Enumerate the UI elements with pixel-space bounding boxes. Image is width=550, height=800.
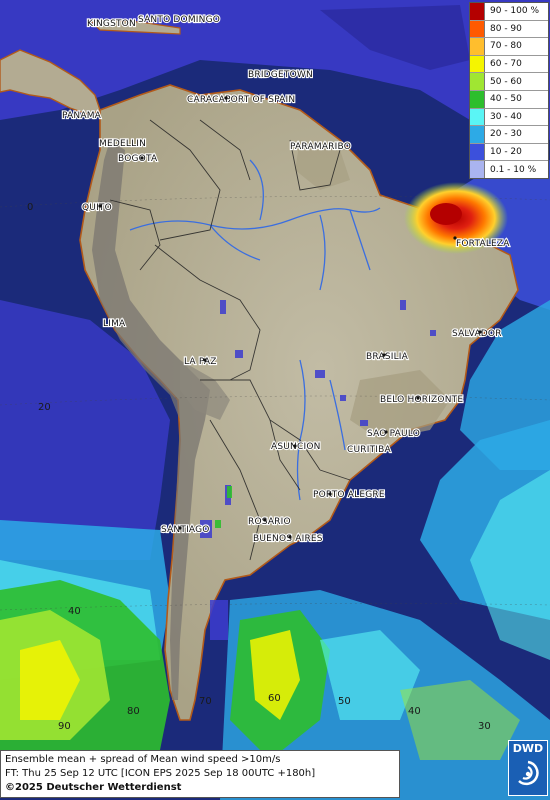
city-santo-domingo: SANTO DOMINGO bbox=[138, 15, 220, 25]
legend-swatch bbox=[470, 161, 485, 178]
city-fortaleza: FORTALEZA bbox=[456, 239, 510, 249]
graticule bbox=[0, 196, 550, 611]
legend-item: 60 - 70 bbox=[470, 55, 548, 74]
grid-label-lon-90: 90 bbox=[58, 721, 71, 732]
city-porto-alegre: PORTO ALEGRE bbox=[313, 490, 385, 500]
city-caracas: CARACAS bbox=[187, 95, 231, 105]
legend-swatch bbox=[470, 108, 485, 126]
dwd-logo: DWD bbox=[508, 740, 548, 796]
city-salvador: SALVADOR bbox=[452, 329, 502, 339]
legend-item: 80 - 90 bbox=[470, 20, 548, 39]
legend-item: 20 - 30 bbox=[470, 126, 548, 144]
rivers bbox=[129, 159, 381, 501]
grid-label-lat-0: 0 bbox=[27, 202, 33, 213]
grid-label-lat-40: 40 bbox=[68, 606, 81, 617]
legend-swatch bbox=[470, 55, 485, 73]
legend-item: 10 - 20 bbox=[470, 143, 548, 162]
legend: 90 - 100 % 80 - 90 70 - 80 60 - 70 50 - … bbox=[469, 2, 549, 179]
legend-label: 40 - 50 bbox=[490, 94, 522, 105]
legend-label: 10 - 20 bbox=[490, 147, 522, 158]
dwd-logo-text: DWD bbox=[512, 742, 544, 755]
city-quito: QUITO bbox=[82, 203, 112, 213]
city-kingston: KINGSTON bbox=[87, 19, 136, 29]
legend-swatch bbox=[470, 73, 485, 90]
legend-item: 50 - 60 bbox=[470, 73, 548, 91]
city-rosario: ROSARIO bbox=[248, 517, 291, 527]
city-santiago: SANTIAGO bbox=[161, 525, 210, 535]
legend-item: 40 - 50 bbox=[470, 90, 548, 109]
legend-swatch bbox=[470, 3, 485, 20]
city-panama: PANAMA bbox=[62, 111, 102, 121]
city-bridgetown: BRIDGETOWN bbox=[248, 70, 313, 80]
central-america-landmass bbox=[0, 49, 101, 116]
legend-label: 0.1 - 10 % bbox=[490, 164, 537, 175]
city-port-of-spain: PORT OF SPAIN bbox=[225, 95, 295, 105]
legend-label: 80 - 90 bbox=[490, 23, 522, 34]
city-lima: LIMA bbox=[103, 319, 126, 329]
swirl-icon bbox=[518, 760, 539, 786]
caption-title: Ensemble mean + spread of Mean wind spee… bbox=[5, 754, 281, 765]
grid-label-lon-60: 60 bbox=[268, 693, 281, 704]
caption-copyright: ©2025 Deutscher Wetterdienst bbox=[5, 782, 182, 793]
pacific-zone bbox=[0, 300, 170, 560]
legend-label: 20 - 30 bbox=[490, 129, 522, 140]
city-bogota: BOGOTA bbox=[118, 154, 158, 164]
caribbean-islands bbox=[88, 19, 181, 35]
legend-item: 30 - 40 bbox=[470, 108, 548, 127]
legend-label: 30 - 40 bbox=[490, 111, 522, 122]
legend-label: 50 - 60 bbox=[490, 76, 522, 87]
legend-item: 0.1 - 10 % bbox=[470, 161, 548, 178]
legend-label: 90 - 100 % bbox=[490, 6, 540, 17]
legend-swatch bbox=[470, 126, 485, 143]
city-sao-paulo: SAO PAULO bbox=[367, 429, 420, 439]
city-brasilia: BRASILIA bbox=[366, 352, 409, 362]
city-curitiba: CURITIBA bbox=[347, 445, 392, 455]
city-paramaribo: PARAMARIBO bbox=[290, 142, 351, 152]
grid-label-lon-50: 50 bbox=[338, 696, 351, 707]
legend-swatch bbox=[470, 143, 485, 161]
grid-label-lon-70: 70 bbox=[199, 696, 212, 707]
caption-forecast-time: FT: Thu 25 Sep 12 UTC [ICON EPS 2025 Sep… bbox=[5, 768, 316, 779]
map-caption: Ensemble mean + spread of Mean wind spee… bbox=[0, 750, 400, 798]
country-borders bbox=[109, 119, 351, 561]
grid-label-lon-80: 80 bbox=[127, 706, 140, 717]
legend-label: 70 - 80 bbox=[490, 41, 522, 52]
andes-mountains bbox=[92, 140, 210, 700]
legend-swatch bbox=[470, 38, 485, 55]
grid-label-lon-40: 40 bbox=[408, 706, 421, 717]
legend-swatch bbox=[470, 20, 485, 38]
city-markers bbox=[98, 96, 482, 539]
grid-label-lon-30: 30 bbox=[478, 721, 491, 732]
legend-item: 70 - 80 bbox=[470, 38, 548, 56]
grid-labels: 0 20 40 90 80 70 60 50 40 30 bbox=[27, 202, 491, 732]
city-buenos-aires: BUENOS AIRES bbox=[253, 534, 323, 544]
legend-item: 90 - 100 % bbox=[470, 3, 548, 21]
city-la-paz: LA PAZ bbox=[184, 357, 217, 367]
city-belo-horizonte: BELO HORIZONTE bbox=[380, 395, 463, 405]
legend-label: 60 - 70 bbox=[490, 59, 522, 70]
legend-swatch bbox=[470, 90, 485, 108]
city-medellin: MEDELLIN bbox=[99, 139, 146, 149]
grid-label-lat-20: 20 bbox=[38, 402, 51, 413]
